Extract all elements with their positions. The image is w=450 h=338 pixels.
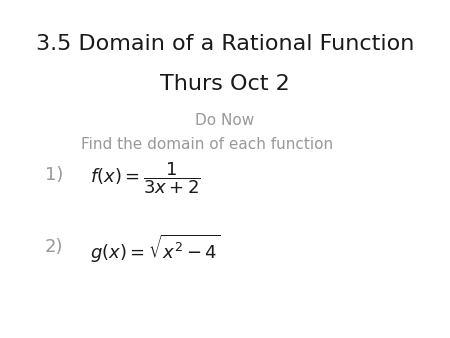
- Text: Thurs Oct 2: Thurs Oct 2: [160, 74, 290, 94]
- Text: Find the domain of each function: Find the domain of each function: [81, 137, 333, 152]
- Text: $g\left(x\right)=\sqrt{x^{2}-4}$: $g\left(x\right)=\sqrt{x^{2}-4}$: [90, 233, 220, 265]
- Text: Do Now: Do Now: [195, 113, 255, 128]
- Text: 2): 2): [45, 238, 63, 256]
- Text: 3.5 Domain of a Rational Function: 3.5 Domain of a Rational Function: [36, 34, 414, 54]
- Text: 1): 1): [45, 166, 63, 184]
- Text: $f\left(x\right)=\dfrac{1}{3x+2}$: $f\left(x\right)=\dfrac{1}{3x+2}$: [90, 161, 201, 196]
